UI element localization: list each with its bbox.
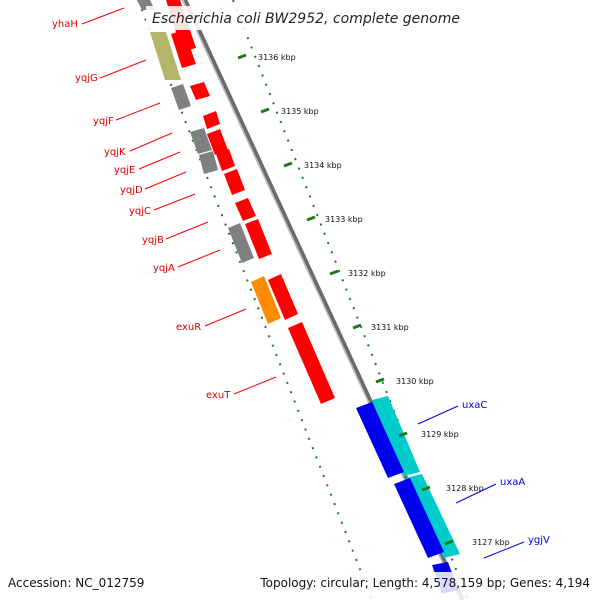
page-title: Escherichia coli BW2952, complete genome [152,11,460,27]
gene-label-exuR: exuR [176,322,201,333]
gene-yqjB [228,223,254,263]
gene-label-yqjF: yqjF [93,116,114,127]
title-backdrop [146,6,452,30]
kbp-tick-mark [329,269,339,276]
gene-label-yqjK: yqjK [104,147,126,158]
leader-line-yqjD [144,171,187,190]
gene-label-yqjB: yqjB [142,235,164,246]
gene-yqjE [199,151,218,174]
gene-red-3 [190,82,210,100]
kbp-label-3127: 3127 kbp [472,538,510,547]
leader-line-exuT [233,376,277,395]
kbp-tick-mark [444,539,454,546]
gene-exuR [251,276,281,324]
gene-label-uxaC: uxaC [462,400,487,411]
leader-line-yqjB [165,221,209,240]
leader-line-yhaH [81,7,125,25]
gene-label-uxaA: uxaA [500,477,525,488]
leader-line-yqjF [115,102,161,121]
leader-line-yqjK [129,132,173,152]
gene-red-4 [203,111,220,129]
gene-blue-1 [356,402,404,478]
leader-line-yqjG [99,59,147,79]
kbp-tick-mark [237,53,247,60]
gene-red-8 [235,198,256,221]
kbp-label-3130: 3130 kbp [396,377,434,386]
gene-label-exuT: exuT [206,390,231,401]
kbp-label-3129: 3129 kbp [421,430,459,439]
kbp-tick-mark [375,377,385,384]
gene-uxaC [372,396,420,476]
kbp-label-3135: 3135 kbp [281,107,319,116]
gene-uxaA [406,474,460,558]
kbp-label-3136: 3136 kbp [258,53,296,62]
gene-yqjG [150,32,181,80]
leader-line-exuR [204,308,247,327]
kbp-label-3133: 3133 kbp [325,215,363,224]
gene-red-2 [171,30,196,68]
kbp-label-3128: 3128 kbp [446,484,484,493]
leader-line-yqjC [153,193,196,211]
gene-red-7 [224,169,245,195]
kbp-tick-mark [260,107,270,114]
gene-label-yqjC: yqjC [129,206,151,217]
gene-label-yhaH: yhaH [52,19,78,30]
accession-text: Accession: NC_012759 [8,576,144,590]
gene-red-10 [268,274,298,320]
kbp-label-3132: 3132 kbp [348,269,386,278]
gene-red-5 [207,129,228,155]
kbp-tick-mark [352,323,362,330]
kbp-tick-mark [398,431,408,438]
gene-exuT [288,322,335,404]
gene-yqjK [190,128,212,154]
leader-line-ygjV [483,541,525,559]
kbp-label-3134: 3134 kbp [304,161,342,170]
leader-line-uxaC [417,405,459,425]
gene-red-6 [216,149,235,171]
leader-line-uxaA [455,483,497,504]
gene-label-yqjA: yqjA [153,263,175,274]
leader-line-yqjE [138,151,181,170]
kbp-tick-mark [306,215,316,222]
gene-red-9 [245,219,272,259]
kbp-tick-mark [421,485,431,492]
gene-label-yqjE: yqjE [114,165,135,176]
kbp-tick-mark [283,161,293,168]
gene-label-ygjV: ygjV [528,535,550,546]
gene-label-yqjD: yqjD [120,185,143,196]
gene-blue-2 [394,478,444,558]
leader-line-yqjA [177,249,221,268]
gene-label-yqjG: yqjG [75,73,98,84]
footer-backdrop [0,572,600,600]
gene-yqjF [171,84,191,110]
kbp-label-3131: 3131 kbp [371,323,409,332]
genome-summary-text: Topology: circular; Length: 4,578,159 bp… [259,576,590,590]
